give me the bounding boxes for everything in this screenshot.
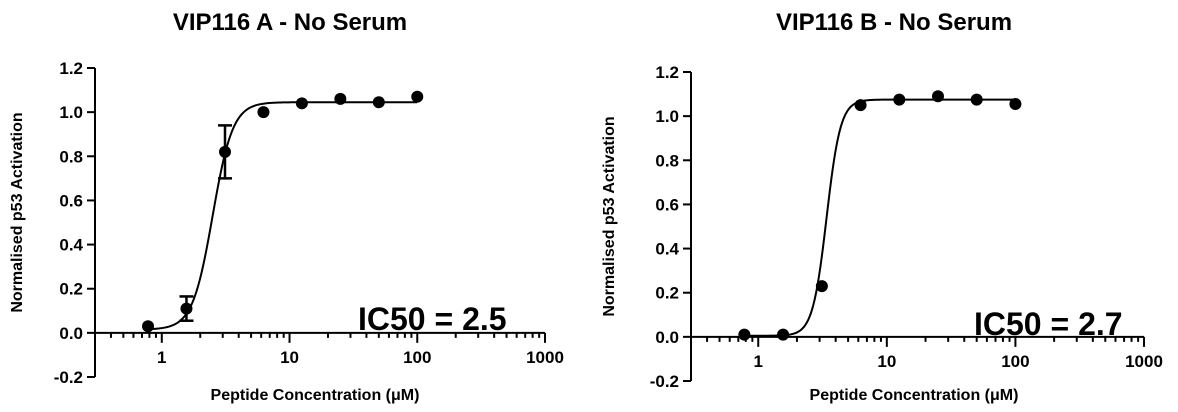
ic50-annotation: IC50 = 2.5 [358, 301, 507, 337]
y-tick-label: -0.2 [54, 368, 83, 387]
data-point [931, 90, 944, 103]
y-tick-label: 1.0 [655, 107, 679, 126]
x-tick-label: 1 [157, 348, 166, 367]
dose-response-chart-a: VIP116 A - No Serum -0.2 0.0 0.2 0.4 0.6 0.8 1.… [9, 9, 564, 404]
data-point [219, 145, 232, 158]
chart-panel-a: VIP116 A - No Serum -0.2 0.0 0.2 0.4 0.6 0.8 1.… [9, 9, 564, 404]
x-tick-label: 1000 [526, 348, 564, 367]
y-tick-label: 0.6 [59, 191, 83, 210]
data-point [738, 328, 751, 341]
y-tick-label: 1.2 [655, 63, 679, 82]
data-point [142, 320, 155, 333]
data-point [854, 99, 867, 112]
x-axis-label: Peptide Concentration (μM) [211, 387, 420, 404]
data-point [257, 106, 270, 119]
data-point [411, 90, 424, 103]
data-point [777, 328, 790, 341]
data-point [970, 93, 983, 106]
y-tick-label: 0.4 [655, 240, 679, 259]
ic50-annotation: IC50 = 2.7 [974, 306, 1123, 342]
y-tick-label: 0.0 [59, 324, 83, 343]
y-tick-label: 0.4 [59, 236, 83, 255]
y-axis-label: Normalised p53 Activation [601, 116, 618, 316]
x-tick-label: 10 [877, 352, 896, 371]
chart-panel-b: VIP116 B - No Serum -0.2 0.0 0.2 0.4 0.6 0.8 1.… [589, 0, 1178, 412]
x-tick-label: 1000 [1125, 352, 1163, 371]
data-point [815, 280, 828, 293]
y-tick-label: 0.2 [59, 280, 83, 299]
data-point [334, 92, 347, 105]
x-axis-label: Peptide Concentration (μM) [810, 387, 1019, 404]
data-point [1009, 98, 1022, 111]
y-tick-label: 0.8 [59, 147, 83, 166]
x-tick-label: 100 [1001, 352, 1029, 371]
y-tick-label: 0.0 [655, 328, 679, 347]
data-point [372, 96, 385, 109]
data-point [893, 93, 906, 106]
chart-title: VIP116 A - No Serum [173, 9, 407, 36]
y-tick-label: 0.6 [655, 195, 679, 214]
chart-title: VIP116 B - No Serum [776, 9, 1012, 36]
y-tick-label: 1.0 [59, 103, 83, 122]
dose-response-chart-b: VIP116 B - No Serum -0.2 0.0 0.2 0.4 0.6 0.8 1.… [601, 9, 1163, 404]
y-tick-label: 1.2 [59, 59, 83, 78]
data-point [295, 97, 308, 110]
y-tick-label: 0.8 [655, 151, 679, 170]
fit-curve [744, 98, 1016, 337]
y-tick-label: 0.2 [655, 284, 679, 303]
fit-curve [147, 101, 418, 331]
x-tick-label: 10 [280, 348, 299, 367]
y-axis-label: Normalised p53 Activation [9, 112, 26, 312]
data-point [180, 302, 193, 315]
x-tick-label: 1 [754, 352, 763, 371]
x-tick-label: 100 [403, 348, 431, 367]
y-tick-label: -0.2 [650, 372, 679, 391]
